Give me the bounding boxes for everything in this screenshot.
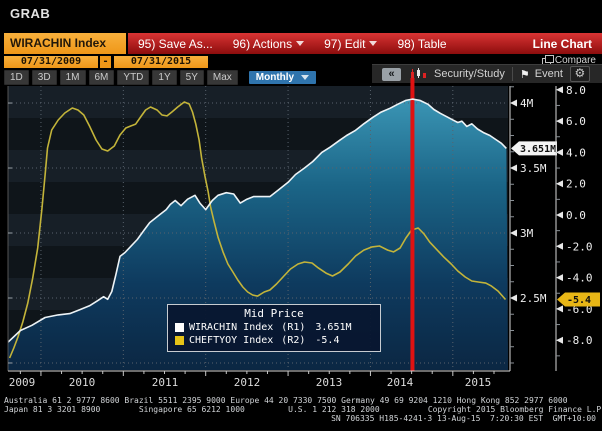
chart-legend: Mid Price WIRACHIN Index (R1) 3.651M CHE… bbox=[167, 304, 381, 352]
series-cheftyoy-line bbox=[8, 101, 507, 359]
x-axis-label: 2010 bbox=[69, 376, 96, 389]
last-price-badge-r2 bbox=[557, 292, 600, 307]
date-to-field[interactable]: 07/31/2015 bbox=[114, 56, 208, 68]
period-button-ytd[interactable]: YTD bbox=[117, 70, 150, 85]
wirachin-area-fill bbox=[8, 99, 508, 370]
period-button-3d[interactable]: 3D bbox=[31, 70, 57, 85]
event-button[interactable]: Event bbox=[534, 68, 563, 80]
frequency-dropdown[interactable]: Monthly bbox=[248, 71, 317, 84]
divider bbox=[511, 67, 513, 81]
window-title: GRAB bbox=[10, 6, 51, 21]
x-axis-label: 2009 bbox=[9, 376, 36, 389]
save-as-button[interactable]: 95) Save As... bbox=[138, 36, 213, 51]
r2-tick-label: 8.0 bbox=[566, 84, 586, 97]
period-button-5y[interactable]: 5Y bbox=[179, 70, 204, 85]
main-toolbar: 95) Save As... 96) Actions 97) Edit 98) … bbox=[128, 33, 602, 54]
legend-entry-cheftyoy: CHEFTYOY Index (R2) -5.4 bbox=[175, 335, 373, 346]
cheftyoy-swatch bbox=[175, 336, 184, 345]
x-axis-label: 2012 bbox=[234, 376, 261, 389]
r2-tick-label: 4.0 bbox=[566, 146, 586, 159]
r2-tick-arrow-icon bbox=[556, 117, 563, 125]
candlestick-chart-icon[interactable] bbox=[409, 68, 427, 80]
date-from-field[interactable]: 07/31/2009 bbox=[4, 56, 98, 68]
r2-tick-label: -2.0 bbox=[566, 240, 593, 253]
r2-tick-arrow-icon bbox=[556, 274, 563, 282]
chevron-down-icon bbox=[296, 41, 305, 46]
r2-tick-label: -8.0 bbox=[566, 334, 593, 347]
r1-tick-label: 3.5M bbox=[520, 162, 547, 175]
r1-tick-arrow-icon bbox=[510, 229, 517, 237]
date-range-separator: - bbox=[100, 56, 111, 68]
chevron-down-icon bbox=[369, 41, 378, 46]
r2-tick-arrow-icon bbox=[556, 211, 563, 219]
r2-tick-arrow-icon bbox=[556, 180, 563, 188]
last-price-badge-r1 bbox=[511, 141, 557, 156]
legend-entry-wirachin: WIRACHIN Index (R1) 3.651M bbox=[175, 322, 373, 333]
period-selector: 1D 3D 1M 6M YTD 1Y 5Y Max Monthly bbox=[4, 70, 317, 85]
price-chart: 2009 2010 2011 2012 2013 2014 2015 4M 3.5M 3M 2.5M… bbox=[7, 78, 600, 389]
chart-toolbar-strip: « Security/Study ⚑ Event ⚙ bbox=[372, 64, 602, 83]
x-axis-label: 2014 bbox=[387, 376, 414, 389]
actions-button[interactable]: 96) Actions bbox=[223, 37, 314, 51]
r2-tick-label: -4.0 bbox=[566, 272, 593, 285]
footer-session-info: SN 706335 H185-4241-3 13-Aug-15 7:20:30 … bbox=[331, 414, 596, 423]
edit-button[interactable]: 97) Edit bbox=[314, 37, 387, 51]
footer-contact-line1: Australia 61 2 9777 8600 Brazil 5511 239… bbox=[4, 396, 568, 405]
last-price-badge-r1-label: 3.651M bbox=[520, 144, 556, 155]
chevron-down-icon bbox=[301, 75, 310, 80]
footer-contact-line2: Japan 81 3 3201 8900 Singapore 65 6212 1… bbox=[4, 405, 602, 414]
r2-tick-arrow-icon bbox=[556, 305, 563, 313]
period-button-max[interactable]: Max bbox=[206, 70, 238, 85]
x-axis-label: 2011 bbox=[152, 376, 179, 389]
x-axis-label: 2015 bbox=[465, 376, 492, 389]
chart-type-button[interactable]: Line Chart bbox=[532, 36, 592, 51]
x-axis-label: 2013 bbox=[316, 376, 343, 389]
table-button[interactable]: 98) Table bbox=[397, 36, 447, 51]
flag-icon: ⚑ bbox=[519, 68, 530, 81]
gear-icon[interactable]: ⚙ bbox=[569, 66, 590, 82]
series-wirachin-line bbox=[7, 98, 507, 343]
r2-tick-arrow-icon bbox=[556, 86, 563, 94]
security-ticker-field[interactable]: WIRACHIN Index bbox=[4, 33, 126, 54]
period-button-1m[interactable]: 1M bbox=[59, 70, 86, 85]
r1-tick-arrow-icon bbox=[510, 294, 517, 302]
period-button-1d[interactable]: 1D bbox=[4, 70, 29, 85]
wirachin-swatch bbox=[175, 323, 184, 332]
security-study-button[interactable]: Security/Study bbox=[434, 68, 505, 80]
r1-tick-label: 4M bbox=[520, 97, 534, 110]
period-button-6m[interactable]: 6M bbox=[88, 70, 115, 85]
collapse-panel-button[interactable]: « bbox=[382, 67, 401, 81]
r2-tick-arrow-icon bbox=[556, 242, 563, 250]
r2-tick-label: 2.0 bbox=[566, 178, 586, 191]
r1-tick-arrow-icon bbox=[510, 99, 517, 107]
r2-tick-arrow-icon bbox=[556, 336, 563, 344]
last-price-badge-r2-label: -5.4 bbox=[567, 295, 591, 306]
r2-tick-arrow-icon bbox=[556, 148, 563, 156]
legend-title: Mid Price bbox=[244, 307, 304, 320]
r1-tick-label: 2.5M bbox=[520, 292, 547, 305]
period-button-1y[interactable]: 1Y bbox=[152, 70, 177, 85]
r2-tick-label: 0.0 bbox=[566, 209, 586, 222]
r1-tick-arrow-icon bbox=[510, 164, 517, 172]
r1-tick-label: 3M bbox=[520, 227, 534, 240]
r2-tick-label: 6.0 bbox=[566, 115, 586, 128]
